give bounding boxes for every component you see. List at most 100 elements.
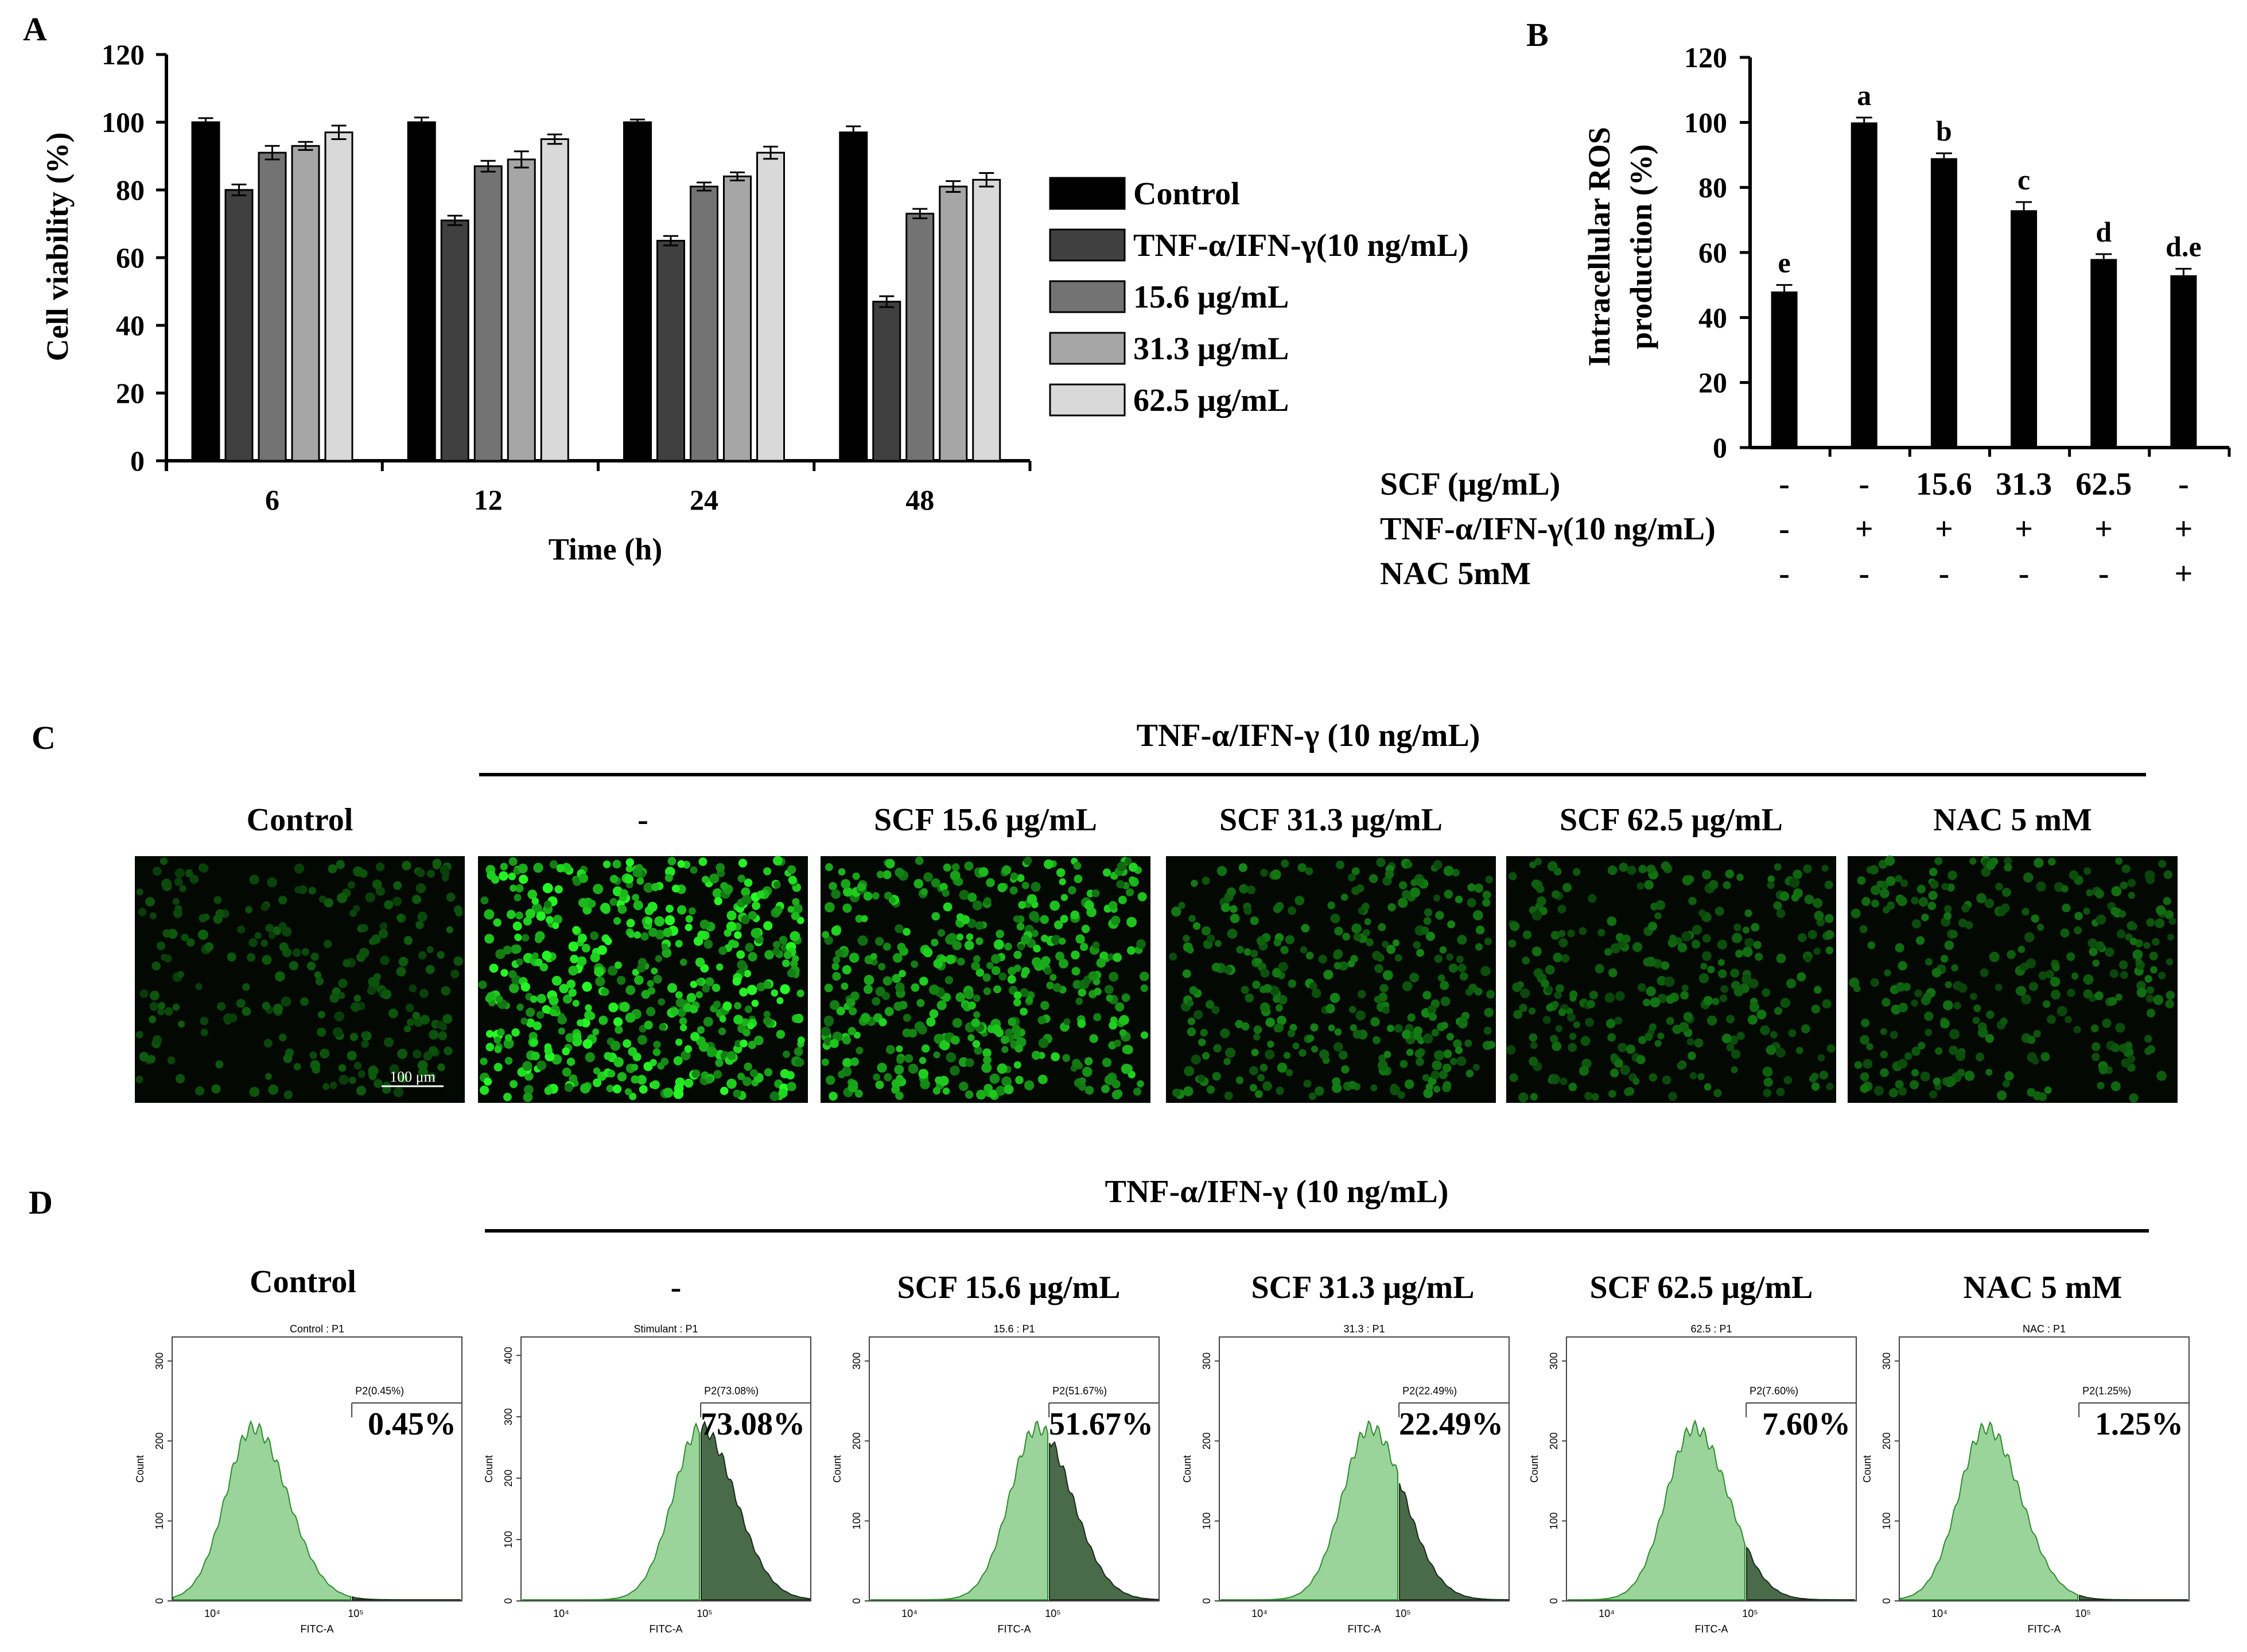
cell-dot [918, 1068, 929, 1079]
cell-dot [174, 868, 185, 879]
cell-dot [792, 898, 800, 906]
chart-b-row-cell: - [1779, 467, 1790, 502]
cell-dot [2129, 938, 2137, 946]
cell-dot [776, 997, 784, 1004]
cell-dot [1657, 975, 1667, 986]
cell-dot [967, 1001, 976, 1010]
cell-dot [484, 1078, 492, 1086]
chart-a-bar [507, 158, 536, 462]
cell-dot [726, 921, 737, 932]
cell-dot [1698, 909, 1706, 917]
cell-dot [1867, 941, 1876, 950]
cell-dot [825, 863, 833, 872]
cell-dot [1924, 1011, 1934, 1021]
cell-dot [1307, 1035, 1315, 1042]
cell-dot [624, 874, 634, 884]
cell-dot [399, 1074, 408, 1083]
cell-dot [493, 1036, 502, 1044]
cell-dot [1202, 877, 1210, 885]
cell-dot [973, 955, 981, 963]
cell-dot [923, 872, 933, 882]
cell-dot [1104, 1075, 1115, 1086]
cell-dot [1776, 1048, 1786, 1058]
cell-dot [402, 861, 411, 870]
cell-dot [338, 992, 345, 999]
cell-dot [427, 869, 436, 878]
cell-dot [279, 942, 289, 952]
cell-dot [933, 958, 943, 969]
cell-dot [1638, 865, 1647, 873]
cell-dot [2144, 1035, 2152, 1043]
cell-dot [935, 1076, 943, 1085]
cell-dot [993, 939, 1004, 950]
cell-dot [1198, 1038, 1206, 1047]
cell-dot [1561, 954, 1570, 963]
cell-dot [734, 1002, 742, 1010]
cell-dot [929, 1009, 939, 1019]
cell-dot [633, 900, 643, 911]
chart-b-row-cell: + [2174, 556, 2192, 592]
cell-dot [542, 950, 552, 961]
cell-dot [1059, 938, 1066, 945]
cell-dot [972, 900, 983, 911]
cell-dot [763, 1010, 771, 1018]
cell-dot [733, 1014, 744, 1025]
cell-dot [1876, 880, 1884, 888]
cell-dot [1236, 946, 1244, 954]
cell-dot [932, 1087, 941, 1095]
cell-dot [1945, 1076, 1956, 1087]
cell-dot [592, 1028, 600, 1036]
cell-dot [1762, 1066, 1773, 1077]
cell-dot [189, 874, 199, 884]
cell-dot [393, 1087, 404, 1098]
cell-dot [902, 1028, 912, 1037]
cell-dot [1646, 986, 1656, 997]
cell-dot [1871, 899, 1879, 908]
cell-dot [582, 981, 592, 992]
panel-c-micrographs: Control - SCF 15.6 μg/mL SCF 31.3 μg/mL SCF … [135, 802, 2178, 1103]
cell-dot [1627, 865, 1636, 875]
cell-dot [1041, 934, 1048, 942]
cell-dot [135, 1031, 143, 1039]
cell-dot [826, 1075, 835, 1085]
cell-dot [317, 1010, 325, 1019]
cell-dot [1554, 991, 1562, 999]
cell-dot [1101, 1085, 1110, 1094]
cell-dot [726, 1078, 737, 1089]
cell-dot [1439, 946, 1447, 954]
cell-dot [2094, 991, 2104, 1001]
cell-dot [1059, 958, 1068, 969]
cell-dot [644, 917, 653, 925]
cell-dot [416, 868, 425, 877]
cell-dot [2121, 864, 2131, 873]
cell-dot [740, 1039, 748, 1048]
cell-dot [1530, 1041, 1538, 1049]
cell-dot [1508, 939, 1517, 948]
cell-dot [1253, 1033, 1261, 1041]
cell-dot [1558, 938, 1568, 947]
cell-dot [1435, 911, 1444, 920]
cell-dot [2168, 917, 2176, 925]
cell-dot [895, 924, 904, 934]
cell-dot [957, 958, 965, 966]
cell-dot [1958, 918, 1968, 928]
cell-dot [675, 998, 686, 1008]
chart-b-row-cell: - [2178, 467, 2189, 502]
cell-dot [1715, 907, 1724, 916]
chart-b-row-cell: - [2098, 556, 2109, 592]
cell-dot [1644, 1032, 1653, 1041]
cell-dot [1626, 1044, 1635, 1054]
cell-dot [1703, 996, 1713, 1006]
cell-dot [1128, 862, 1138, 872]
cell-dot [1529, 1033, 1538, 1042]
cell-dot [1733, 923, 1741, 931]
cell-dot [1713, 1089, 1722, 1098]
cell-dot [1340, 893, 1348, 901]
cell-dot [415, 883, 426, 893]
cell-dot [179, 885, 186, 892]
cell-dot [1608, 968, 1618, 978]
cell-dot [353, 1062, 362, 1070]
cell-dot [1648, 922, 1658, 931]
cell-dot [1352, 1029, 1362, 1039]
